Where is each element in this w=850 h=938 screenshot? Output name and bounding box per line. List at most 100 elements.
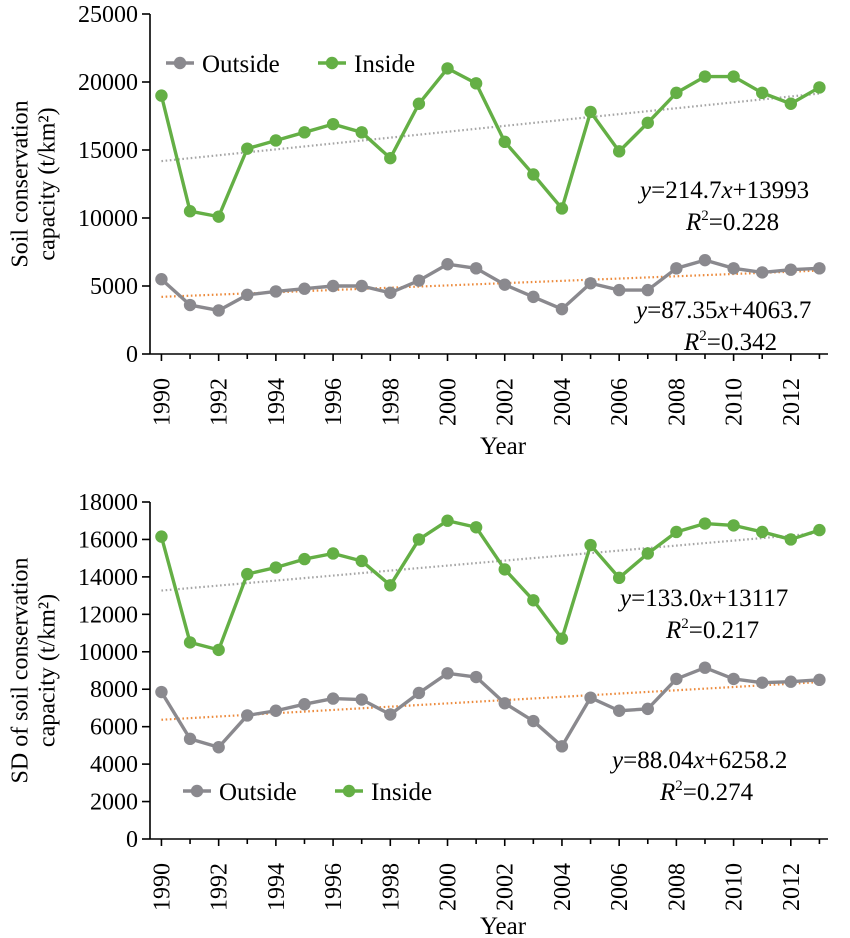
legend-marker-outside (190, 784, 204, 798)
point-inside-2001 (469, 77, 483, 90)
point-outside-1998 (384, 286, 397, 299)
point-inside-2000 (441, 62, 454, 75)
x-tick-label: 1992 (207, 378, 233, 426)
point-outside-2006 (612, 704, 626, 717)
y-axis-label-line-1: SD of soil conservation (8, 558, 34, 784)
x-tick-label: 2008 (664, 378, 690, 426)
point-inside-2002 (498, 135, 511, 149)
legend-label-outside: Outside (219, 779, 297, 806)
chart-panel-2: 0 2000 4000 6000 8000 10000 12000 14000 16000 180… (8, 490, 828, 938)
x-tick-label: 2000 (436, 863, 462, 911)
x-tick-label: 1990 (149, 378, 175, 426)
point-outside-1995 (298, 698, 311, 711)
y-tick-label: 0 (126, 342, 138, 368)
point-outside-2011 (756, 266, 769, 279)
point-outside-1990 (155, 685, 168, 699)
legend-label-inside: Inside (354, 51, 415, 78)
x-axis-label: Year (480, 433, 527, 460)
point-outside-1994 (269, 285, 283, 298)
equation-inside: y=133.0x+13117 (617, 585, 788, 612)
point-inside-1998 (384, 151, 397, 165)
y-tick-label: 18000 (78, 490, 138, 516)
x-tick-label: 2006 (607, 863, 633, 911)
equation-outside: y=87.35x+4063.7 (633, 297, 811, 324)
point-outside-2004 (555, 740, 569, 753)
y-axis-label-line-2: capacity (t/km²) (35, 107, 61, 260)
point-outside-1998 (384, 708, 397, 721)
point-outside-2013 (813, 673, 826, 687)
point-inside-1996 (326, 547, 340, 560)
x-tick-label: 2012 (779, 863, 805, 911)
point-inside-2000 (441, 514, 454, 527)
legend-marker-inside (325, 56, 339, 70)
point-outside-1999 (412, 686, 426, 700)
x-tick-label: 2008 (664, 863, 690, 911)
point-inside-2007 (641, 116, 654, 129)
x-tick-label: 1994 (264, 863, 290, 911)
point-inside-1995 (298, 552, 311, 566)
x-tick-label: 1996 (321, 378, 347, 426)
point-inside-2002 (498, 563, 511, 576)
legend-label-outside: Outside (202, 51, 280, 78)
y-tick-label: 12000 (78, 602, 138, 628)
point-inside-2008 (670, 86, 683, 100)
point-inside-1994 (269, 561, 283, 574)
x-axis-label: Year (480, 913, 527, 938)
point-outside-2001 (469, 670, 483, 684)
point-inside-2001 (469, 521, 483, 534)
x-tick-label: 1998 (378, 378, 404, 426)
x-tick-label: 2004 (550, 378, 576, 426)
point-outside-2011 (756, 676, 769, 689)
point-outside-2007 (641, 702, 654, 716)
point-outside-2005 (584, 277, 597, 290)
x-tick-label: 1994 (264, 378, 290, 426)
point-inside-1992 (212, 210, 225, 223)
point-inside-1994 (269, 134, 283, 147)
point-outside-2009 (698, 661, 712, 674)
x-tick-label: 1990 (149, 863, 175, 911)
point-inside-2003 (527, 168, 540, 181)
y-tick-label: 25000 (78, 2, 138, 28)
point-inside-2012 (784, 97, 798, 110)
point-outside-2001 (469, 262, 483, 275)
trendline-inside (161, 92, 820, 163)
point-inside-2013 (813, 81, 826, 94)
point-inside-1993 (241, 142, 254, 155)
point-outside-1991 (183, 732, 197, 746)
point-outside-2006 (612, 283, 626, 297)
r-squared-inside: R2=0.217 (665, 616, 759, 644)
point-inside-2004 (555, 632, 569, 645)
trendline-inside (161, 531, 820, 592)
x-tick-label: 2012 (779, 378, 805, 426)
point-outside-2010 (727, 262, 740, 275)
point-inside-2006 (612, 571, 626, 585)
point-outside-1990 (155, 273, 168, 286)
y-axis-label-line-1: Soil conservation (8, 100, 34, 267)
point-outside-2012 (784, 263, 798, 276)
y-tick-label: 14000 (78, 565, 138, 591)
point-inside-2005 (584, 105, 597, 119)
x-tick-label: 1998 (378, 863, 404, 911)
point-inside-2010 (727, 519, 740, 532)
x-tick-label: 2010 (722, 378, 748, 426)
point-inside-2009 (698, 517, 712, 530)
y-tick-label: 2000 (90, 790, 138, 816)
point-outside-2009 (698, 253, 712, 267)
point-outside-2003 (527, 714, 540, 728)
point-inside-2005 (584, 538, 597, 552)
equation-outside: y=88.04x+6258.2 (609, 747, 787, 774)
equation-inside: y=214.7x+13993 (637, 177, 809, 204)
y-tick-label: 4000 (90, 752, 138, 778)
point-outside-2002 (498, 697, 511, 710)
point-inside-2012 (784, 533, 798, 546)
point-outside-2007 (641, 283, 654, 297)
point-outside-2008 (670, 672, 683, 686)
chart-panel-1: 0 5000 10000 15000 20000 25000 1990 1992 1994 199… (8, 2, 828, 460)
point-inside-2009 (698, 70, 712, 83)
legend-marker-outside (173, 56, 187, 70)
point-inside-2013 (813, 523, 826, 537)
point-inside-1996 (326, 117, 340, 131)
point-outside-2013 (813, 262, 826, 275)
point-outside-2003 (527, 290, 540, 304)
